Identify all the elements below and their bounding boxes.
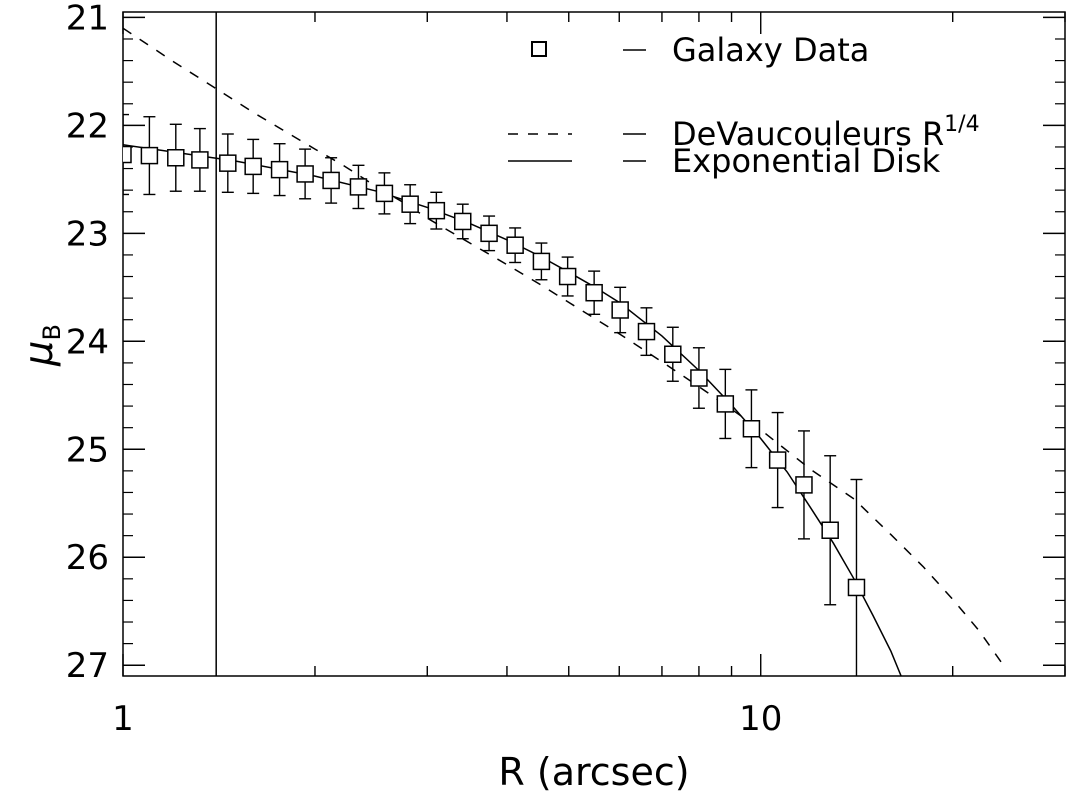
- legend-label-galaxy-data: Galaxy Data: [672, 31, 869, 69]
- data-point: [140, 146, 159, 165]
- data-point: [191, 151, 209, 169]
- data-point: [454, 212, 472, 231]
- y-tick-label: 26: [66, 538, 109, 578]
- data-point: [219, 154, 237, 172]
- x-tick-label: 10: [739, 699, 782, 739]
- y-tick-label: 21: [66, 0, 109, 38]
- legend-label-devaucouleurs: DeVaucouleurs R1/4: [672, 112, 980, 153]
- data-point: [427, 201, 446, 220]
- data-point: [349, 178, 368, 196]
- y-tick-label: 23: [66, 214, 109, 254]
- data-point: [270, 160, 289, 179]
- data-point: [244, 157, 262, 176]
- exponential-disk-curve: [123, 144, 902, 676]
- y-tick-label: 25: [66, 430, 109, 470]
- data-point: [847, 578, 866, 597]
- y-tick-label: 27: [66, 646, 109, 686]
- data-point: [480, 224, 498, 243]
- legend-marker-galaxy-data: [531, 41, 547, 57]
- y-axis: 21 22 23 24 25 26 27: [66, 0, 1065, 686]
- data-point: [375, 184, 394, 203]
- data-point: [716, 395, 735, 413]
- data-point: [742, 420, 761, 438]
- data-point: [611, 301, 629, 319]
- data-point: [322, 171, 340, 190]
- data-point: [690, 369, 708, 387]
- data-point: [532, 252, 551, 271]
- x-axis-title: R (arcsec): [498, 750, 689, 793]
- y-axis-title: μB: [16, 324, 66, 367]
- plot-frame: [122, 11, 1066, 677]
- y-axis-title-sub: B: [38, 324, 66, 340]
- x-tick-label: 1: [112, 699, 134, 739]
- data-point: [296, 165, 314, 183]
- legend-label-devaucouleurs-main: DeVaucouleurs R: [672, 115, 944, 153]
- legend-label-exponential-disk: Exponential Disk: [672, 142, 941, 180]
- x-axis: 1 10: [112, 12, 1066, 739]
- legend-label-devaucouleurs-sup: 1/4: [944, 112, 979, 137]
- devaucouleurs-curve: [123, 27, 1003, 664]
- y-axis-title-main: μ: [16, 341, 62, 367]
- data-point: [558, 267, 577, 286]
- y-tick-label: 24: [66, 322, 109, 362]
- data-point: [506, 236, 524, 254]
- data-point: [637, 322, 656, 341]
- svg-text:μB: μB: [16, 324, 66, 367]
- y-tick-label: 22: [66, 106, 109, 146]
- data-point: [795, 476, 813, 494]
- data-point: [821, 521, 839, 539]
- data-point: [123, 145, 132, 164]
- data-point: [167, 149, 185, 167]
- data-point: [664, 345, 682, 364]
- data-point: [585, 283, 603, 302]
- data-point: [401, 195, 419, 213]
- data-points: [123, 145, 866, 597]
- error-bars: [123, 113, 863, 676]
- legend: Galaxy Data DeVaucouleurs R1/4 Exponenti…: [508, 31, 980, 180]
- data-point: [768, 451, 787, 469]
